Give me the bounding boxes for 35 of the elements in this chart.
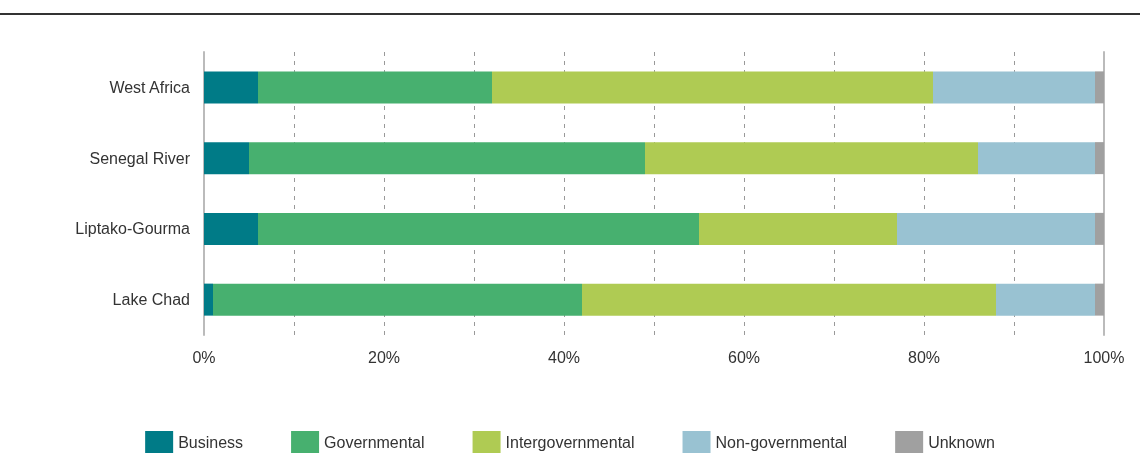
bar [213, 283, 582, 316]
y-tick-label: West Africa [109, 78, 191, 96]
bar [1095, 71, 1104, 104]
bar [258, 71, 492, 104]
x-tick-label: 20% [367, 348, 401, 366]
legend-label: Intergovernmental [505, 433, 635, 451]
bar [258, 212, 699, 245]
bar [897, 212, 1095, 245]
x-tick-label: 0% [192, 348, 216, 366]
x-tick-label: 80% [907, 348, 941, 366]
bar [978, 142, 1095, 175]
bar [204, 283, 213, 316]
bar [204, 212, 258, 245]
bar [933, 71, 1095, 104]
x-tick-label: 60% [727, 348, 761, 366]
legend-label: Business [178, 433, 244, 451]
bar [204, 142, 249, 175]
bar [249, 142, 645, 175]
bar [1095, 212, 1104, 245]
legend-label: Governmental [324, 433, 425, 451]
bar [1095, 142, 1104, 175]
legend-label: Non-governmental [715, 433, 848, 451]
y-tick-label: Liptako-Gourma [75, 220, 191, 238]
y-tick-label: Lake Chad [112, 291, 190, 309]
bar [204, 71, 258, 104]
legend-label: Unknown [928, 433, 995, 451]
bar [1095, 283, 1104, 316]
bar [582, 283, 996, 316]
bar [492, 71, 933, 104]
x-tick-label: 100% [1083, 348, 1125, 366]
y-tick-label: Senegal River [89, 149, 191, 167]
bar [645, 142, 978, 175]
bar [699, 212, 897, 245]
bar [996, 283, 1095, 316]
x-tick-label: 40% [547, 348, 581, 366]
